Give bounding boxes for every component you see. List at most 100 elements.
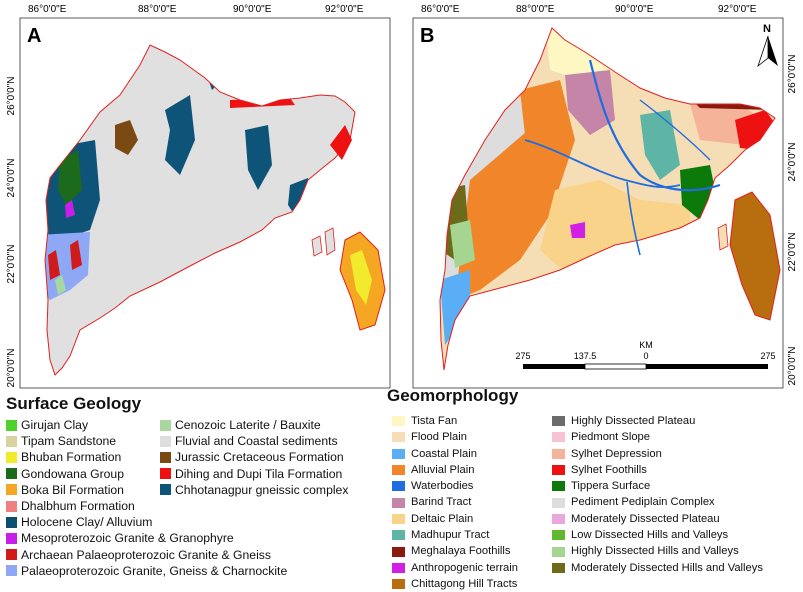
legend-a-column-2: Cenozoic Laterite / Bauxite Fluvial and C… [160, 417, 348, 498]
legend-swatch [160, 451, 171, 463]
panel-a-top-tick: 86°0'0"E [28, 4, 67, 15]
legend-swatch [552, 562, 565, 573]
legend-item: Coastal Plain [392, 446, 518, 462]
legend-item: Barind Tract [392, 494, 518, 510]
legend-swatch [552, 416, 565, 427]
north-arrow-icon: N [757, 23, 778, 68]
legend-swatch [552, 497, 565, 508]
legend-swatch [6, 532, 17, 544]
legend-label: Moderately Dissected Hills and Valleys [571, 561, 763, 574]
panel-b-right-tick: 26°0'0"N [787, 55, 798, 94]
panel-b-top-tick: 92°0'0"E [718, 4, 757, 15]
legend-label: Coastal Plain [411, 447, 477, 460]
legend-item: Tippera Surface [552, 478, 763, 494]
legend-label: Dihing and Dupi Tila Formation [175, 466, 343, 481]
legend-label: Holocene Clay/ Alluvium [21, 515, 153, 530]
legend-swatch [552, 448, 565, 459]
legend-label: Pediment Pediplain Complex [571, 496, 715, 509]
legend-item: Bhuban Formation [6, 449, 287, 465]
legend-label: Anthropogenic terrain [411, 561, 518, 574]
legend-label: Chhotanagpur gneissic complex [175, 482, 349, 497]
legend-label: Fluvial and Coastal sediments [175, 434, 338, 449]
legend-swatch [160, 435, 171, 447]
panel-b-label: B [420, 25, 434, 47]
legend-label: Moderately Dissected Plateau [571, 512, 720, 525]
scale-bar: KM 275 137.5 0 275 [515, 340, 776, 370]
panel-a-left-tick: 22°0'0"N [6, 245, 17, 284]
legend-swatch [6, 468, 17, 480]
legend-item: Piedmont Slope [552, 429, 763, 445]
panel-b-right-tick: 20°0'0"N [787, 347, 798, 386]
scale-unit: KM [639, 340, 653, 350]
legend-item: Flood Plain [392, 429, 518, 445]
legend-swatch [6, 419, 17, 431]
legend-label: Alluvial Plain [411, 463, 475, 476]
panel-b-top-tick: 90°0'0"E [615, 4, 654, 15]
legend-item: Archaean Palaeoproterozoic Granite & Gne… [6, 547, 287, 563]
legend-item: Holocene Clay/ Alluvium [6, 514, 287, 530]
legend-swatch [552, 481, 565, 492]
legend-label: Madhupur Tract [411, 529, 490, 542]
panel-a-top-tick: 88°0'0"E [138, 4, 177, 15]
legend-swatch [6, 484, 17, 496]
legend-swatch [552, 465, 565, 476]
legend-b-column-2: Highly Dissected Plateau Piedmont Slope Sy… [552, 413, 763, 576]
legend-item: Gondowana Group [6, 466, 287, 482]
legend-label: Tipam Sandstone [21, 434, 117, 449]
legend-item: Tista Fan [392, 413, 518, 429]
legend-swatch [6, 565, 17, 577]
legend-item: Madhupur Tract [392, 527, 518, 543]
legend-label: Sylhet Depression [571, 447, 662, 460]
legend-swatch [392, 465, 405, 476]
legend-swatch [160, 419, 171, 431]
legend-swatch [6, 500, 17, 512]
panel-a-left-tick: 26°0'0"N [6, 77, 17, 116]
legend-label: Waterbodies [411, 480, 474, 493]
legend-swatch [392, 513, 405, 524]
legend-item: Palaeoproterozoic Granite, Gneiss & Char… [6, 563, 287, 579]
legend-swatch [392, 530, 405, 541]
scale-label: 275 [515, 351, 530, 361]
legend-item: Chhotanagpur gneissic complex [160, 482, 348, 498]
legend-item: Anthropogenic terrain [392, 560, 518, 576]
legend-label: Tista Fan [411, 415, 458, 427]
legend-swatch [552, 546, 565, 557]
legend-swatch [6, 451, 17, 463]
legend-label: Piedmont Slope [571, 431, 650, 444]
legend-label: Boka Bil Formation [21, 482, 124, 497]
legend-swatch [552, 513, 565, 524]
legend-item: Boka Bil Formation [6, 482, 287, 498]
legend-label: Dhalbhum Formation [21, 498, 135, 513]
legend-label: Archaean Palaeoproterozoic Granite & Gne… [21, 547, 271, 562]
legend-swatch [392, 416, 405, 427]
legend-label: Mesoproterozoic Granite & Granophyre [21, 531, 234, 546]
legend-item: Low Dissected Hills and Valleys [552, 527, 763, 543]
panel-a-top-tick: 90°0'0"E [233, 4, 272, 15]
legend-label: Bhuban Formation [21, 450, 122, 465]
legend-item: Cenozoic Laterite / Bauxite [160, 417, 348, 433]
panel-b-top-tick: 88°0'0"E [516, 4, 555, 15]
legend-item: Girujan Clay [6, 417, 287, 433]
legend-item: Meghalaya Foothills [392, 543, 518, 559]
legend-label: Highly Dissected Plateau [571, 415, 696, 427]
legend-b-column-1: Tista Fan Flood Plain Coastal Plain Alluvia… [392, 413, 518, 592]
scale-label: 275 [760, 351, 775, 361]
legend-label: Sylhet Foothills [571, 463, 647, 476]
scale-label: 0 [643, 351, 648, 361]
legend-swatch [552, 432, 565, 443]
legend-a-title: Surface Geology [6, 394, 142, 413]
legend-label: Barind Tract [411, 496, 472, 509]
north-label: N [763, 23, 771, 35]
legend-label: Jurassic Cretaceous Formation [175, 450, 344, 465]
legend-swatch [392, 481, 405, 492]
legend-item: Alluvial Plain [392, 462, 518, 478]
panel-b-right-tick: 24°0'0"N [787, 143, 798, 182]
maps-canvas: A 86°0'0"E 88°0'0"E 90°0'0"E 92°0'0"E 26… [6, 4, 798, 389]
legend-item: Deltaic Plain [392, 511, 518, 527]
legend-swatch [160, 468, 171, 480]
legend-swatch [6, 516, 17, 528]
legend-swatch [392, 448, 405, 459]
legend-label: Flood Plain [411, 431, 467, 444]
panel-a-top-tick: 92°0'0"E [325, 4, 364, 15]
legend-item: Sylhet Depression [552, 446, 763, 462]
